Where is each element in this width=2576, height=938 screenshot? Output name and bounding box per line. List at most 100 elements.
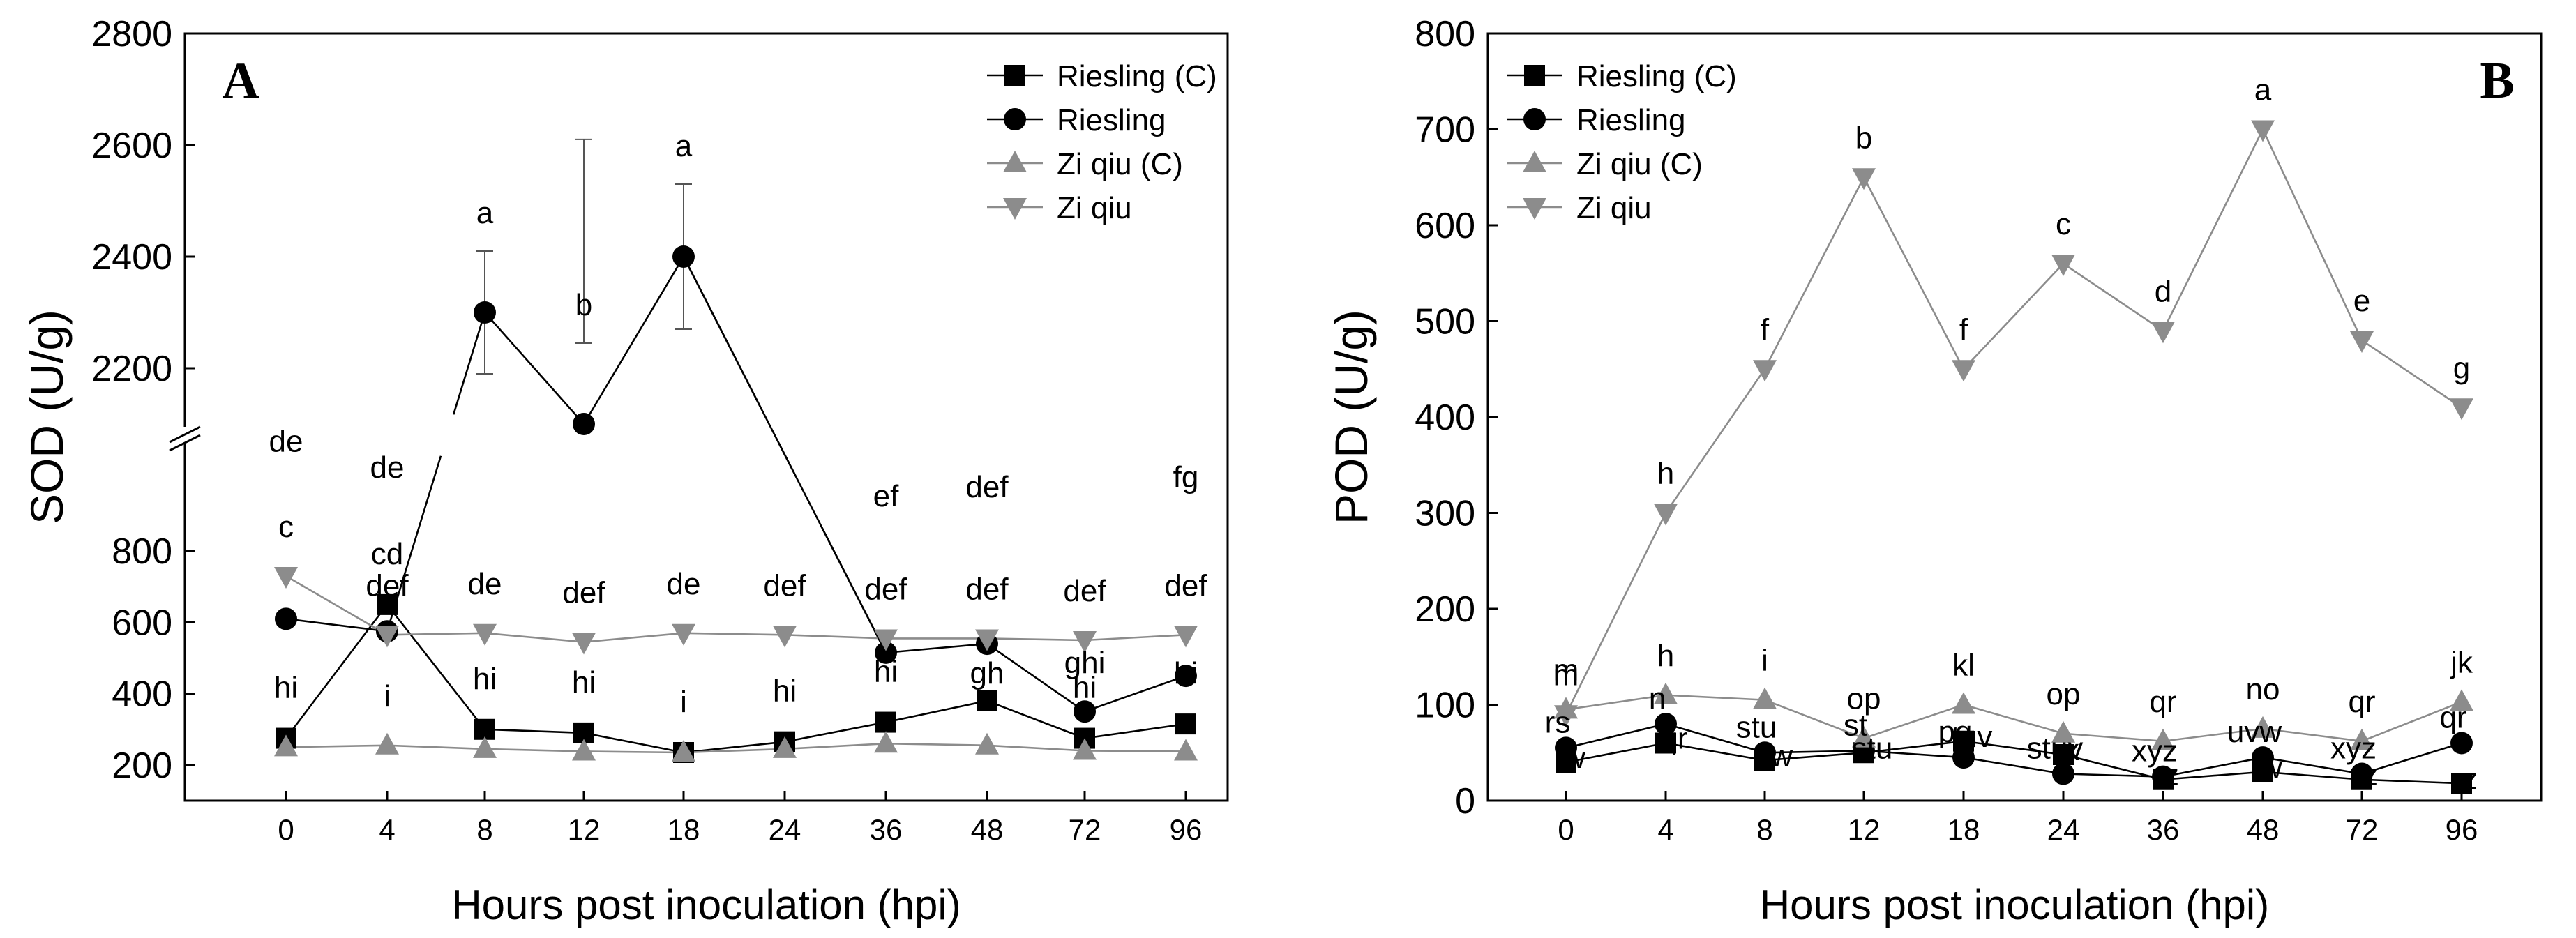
panel-b-y-tick-label: 800	[1415, 14, 1475, 54]
panel-a-significance-label: def	[1063, 574, 1106, 608]
panel-a-series-line	[885, 699, 988, 723]
panel-b-series-line	[2162, 128, 2264, 331]
panel-b-significance-label: op	[1847, 682, 1881, 716]
panel-a-triangle-up-point	[672, 740, 695, 762]
panel-a-x-tick-label: 96	[1170, 813, 1203, 846]
panel-a-x-tick-label: 4	[379, 813, 395, 846]
panel-a-series-line	[386, 632, 485, 636]
panel-b-series-line	[2361, 339, 2462, 409]
panel-a-y-tick-label: 2800	[91, 14, 172, 54]
panel-a-significance-label: hi	[1174, 656, 1198, 690]
panel-a-square-point	[474, 718, 495, 740]
panel-b-significance-label: e	[2353, 284, 2370, 318]
panel-a-significance-label: i	[680, 685, 687, 719]
panel-a-x-tick-label: 8	[476, 813, 492, 846]
panel-a-significance-label: b	[575, 288, 592, 322]
panel-a-circle-point	[875, 641, 897, 664]
panel-b-significance-label: w	[1562, 741, 1585, 775]
panel-b-series-line	[1565, 742, 1666, 764]
panel-b-series-line	[2063, 773, 2164, 778]
panel-a-triangle-down-point	[874, 629, 898, 651]
panel-a-x-tick-label: 12	[568, 813, 601, 846]
panel-a-significance-label: gh	[970, 656, 1004, 690]
panel-a-series-line	[986, 699, 1085, 739]
panel-a-significance-label: hi	[473, 662, 497, 696]
panel-b-significance-label: c	[2056, 207, 2071, 241]
panel-b-triangle-down-point	[2350, 331, 2374, 353]
panel-b-significance-label: no	[2246, 672, 2280, 706]
panel-a-x-tick-label: 48	[971, 813, 1004, 846]
panel-b-significance-label: pq	[1938, 715, 1973, 749]
panel-b-significance-label: f	[1761, 312, 1770, 347]
panel-a-legend-triangle-down-marker	[1003, 198, 1027, 220]
panel-b-significance-label: m	[1553, 658, 1579, 692]
panel-a-series-line	[885, 642, 988, 654]
panel-b-circle-point	[2252, 746, 2274, 769]
panel-b-triangle-down-point	[1554, 705, 1578, 727]
panel-a-series-line	[885, 742, 988, 747]
panel-b-circle-point	[1952, 746, 1975, 769]
panel-b-series-line	[1565, 723, 1666, 749]
panel-b-y-tick-label: 200	[1415, 589, 1475, 630]
panel-b-legend-label: Riesling	[1576, 103, 1686, 137]
panel-b-series-line	[2063, 262, 2164, 332]
panel-b-series-line	[1963, 263, 2064, 370]
panel-b-significance-label: stu	[1852, 731, 1893, 765]
panel-a-panel-letter: A	[222, 52, 259, 109]
panel-a-legend-label: Riesling	[1057, 103, 1166, 137]
panel-a-series-line	[683, 632, 785, 636]
panel-a-series-line	[583, 632, 684, 643]
panel-a-series-line	[778, 442, 887, 653]
panel-b-series-line	[1664, 368, 1766, 514]
panel-b-significance-label: z	[2363, 758, 2378, 792]
panel-b-series-line	[1863, 750, 1964, 759]
panel-b-series-line	[1863, 740, 1964, 754]
panel-a-x-tick-label: 18	[668, 813, 700, 846]
panel-a-y-tick-label: 400	[112, 674, 172, 715]
panel-b-significance-label: op	[2047, 677, 2081, 711]
panel-a-legend-label: Zi qiu (C)	[1057, 147, 1183, 181]
panel-a-series-line	[285, 575, 388, 636]
panel-b-x-tick-label: 0	[1558, 813, 1574, 846]
panel-b-significance-label: f	[1959, 312, 1968, 347]
panel-b-triangle-down-point	[2450, 398, 2473, 421]
panel-a-series-line	[583, 750, 684, 754]
panel-a-triangle-down-point	[473, 623, 497, 646]
panel-b-y-tick-label: 100	[1415, 686, 1475, 726]
panel-b-triangle-up-point	[1852, 725, 1876, 748]
panel-b-significance-label: d	[2155, 274, 2171, 308]
panel-a-circle-point	[474, 301, 496, 324]
panel-a-triangle-down-point	[672, 623, 695, 646]
panel-a-series-line	[784, 721, 887, 743]
panel-b-series-line	[1764, 750, 1865, 754]
panel-a-series-line	[1084, 723, 1187, 739]
panel-a-x-tick-label: 72	[1069, 813, 1101, 846]
panel-a-series-line	[452, 312, 486, 415]
panel-a-legend-label: Zi qiu	[1057, 191, 1132, 225]
panel-b-triangle-up-point	[1654, 682, 1678, 704]
panel-a-circle-point	[275, 607, 297, 630]
panel-a-triangle-up-point	[1073, 738, 1097, 760]
panel-b-y-axis-title: POD (U/g)	[1325, 310, 1377, 524]
panel-b-circle-point	[1754, 741, 1776, 764]
panel-a-significance-label: de	[269, 424, 303, 458]
panel-b-triangle-up-point	[2051, 720, 2075, 743]
panel-a-x-tick-label: 0	[278, 813, 294, 846]
panel-b-x-tick-label: 18	[1948, 813, 1980, 846]
panel-b-triangle-down-point	[2251, 120, 2275, 142]
panel-a-x-axis-title: Hours post inoculation (hpi)	[451, 882, 961, 928]
panel-b-circle-point	[2152, 765, 2174, 788]
panel-b-significance-label: g	[2453, 351, 2470, 385]
panel-b-triangle-down-point	[1952, 360, 1975, 382]
panel-a-triangle-up-point	[773, 736, 797, 758]
panel-b-significance-label: b	[1855, 121, 1872, 155]
panel-b-series-line	[1863, 704, 1964, 739]
panel-b-significance-label: stuv	[2027, 732, 2084, 766]
panel-a-triangle-down-point	[975, 629, 999, 651]
panel-b-series-line	[2162, 756, 2264, 778]
panel-a-series-line	[484, 728, 585, 734]
panel-a-y-axis-title: SOD (U/g)	[21, 310, 73, 524]
panel-b-panel-letter: B	[2480, 52, 2514, 109]
panel-b-series-line	[1665, 742, 1765, 762]
panel-b-y-tick-label: 700	[1415, 110, 1475, 151]
